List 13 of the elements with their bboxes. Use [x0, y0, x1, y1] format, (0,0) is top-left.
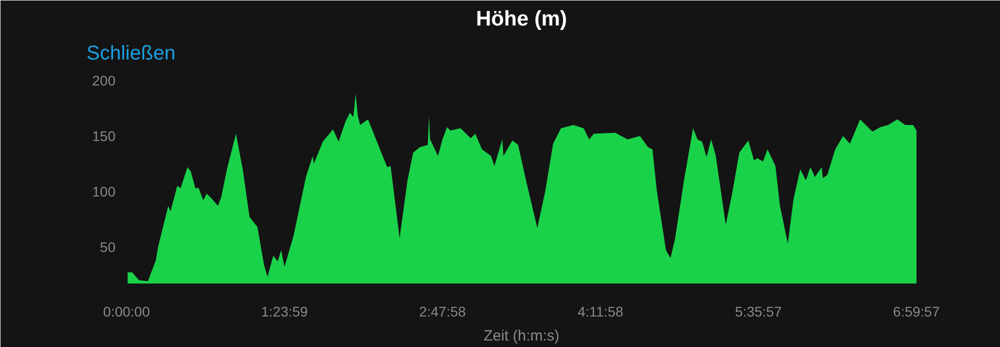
x-tick-label: 5:35:57	[735, 304, 782, 320]
x-tick-label: 6:59:57	[893, 304, 940, 320]
y-tick-label: 200	[92, 72, 116, 89]
chart-title: Höhe (m)	[476, 8, 568, 30]
y-tick-label: 100	[92, 183, 116, 200]
x-tick-label: 2:47:58	[419, 304, 466, 320]
y-tick-label: 50	[100, 238, 116, 255]
text: Schließen	[86, 42, 176, 64]
x-axis-title: Zeit (h:m:s)	[484, 328, 560, 344]
y-tick-label: 150	[92, 128, 116, 144]
x-tick-label: 4:11:58	[578, 304, 624, 320]
x-tick-label: 1:23:59	[261, 304, 308, 320]
x-tick-label: 0:00:00	[103, 304, 150, 320]
